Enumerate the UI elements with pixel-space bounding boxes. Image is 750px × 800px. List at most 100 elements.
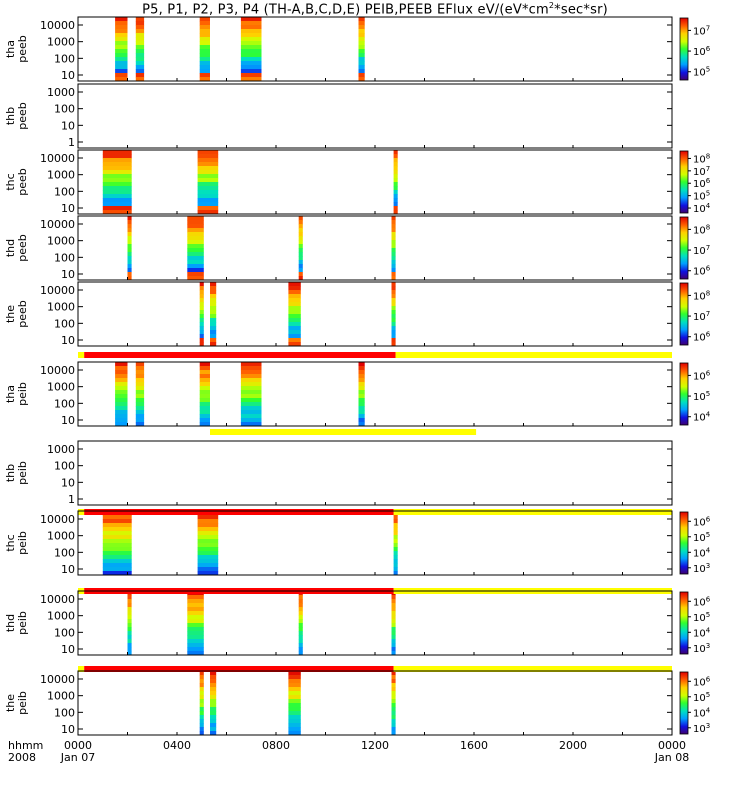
y-tick-label: 1000 (47, 235, 75, 248)
spectrogram-cell (199, 390, 210, 395)
spectrogram-cell (298, 264, 303, 269)
spectrogram-cell (199, 687, 204, 692)
spectrogram-cell (127, 607, 132, 612)
spectrogram-cell (115, 362, 128, 367)
y-axis-label: peib (16, 461, 29, 485)
spectrogram-cell (197, 202, 219, 207)
spectrogram-cell (127, 264, 132, 269)
spectrogram-cell (127, 603, 132, 608)
y-tick-label: 1000 (47, 530, 75, 543)
spectrogram-cell (102, 559, 132, 564)
y-tick-label: 100 (54, 397, 75, 410)
spectrogram-cell (298, 228, 303, 233)
spectrogram-cell (135, 53, 145, 58)
y-axis-label: peeb (16, 300, 29, 328)
spectrogram-cell (358, 37, 365, 42)
spectrogram-cell (358, 378, 365, 383)
spectrogram-cell (135, 414, 145, 419)
mode-bar-segment (78, 509, 85, 515)
spectrogram-cell (391, 318, 396, 323)
spectrogram-cell (240, 390, 262, 395)
panel-frame (77, 440, 673, 506)
spectrogram-cell (210, 322, 217, 327)
y-axis-label: peeb (16, 102, 29, 130)
spectrogram-cell (102, 555, 132, 560)
spectrogram-cell (199, 386, 210, 391)
spectrogram-cell (210, 715, 217, 720)
spectrogram-cell (391, 282, 396, 287)
spectrogram-cell (210, 719, 217, 724)
spectrogram-cell (115, 422, 128, 427)
spectrogram-cell (210, 703, 217, 708)
spectrogram-cell (135, 49, 145, 54)
spectrogram-cell (197, 162, 219, 167)
spectrogram-cell (358, 398, 365, 403)
spectrogram-cell (115, 25, 128, 30)
spectrogram-cell (135, 394, 145, 399)
spectrogram-cell (391, 643, 396, 648)
spectrogram-cell (115, 374, 128, 379)
spectrogram-cell (391, 731, 396, 736)
spectrogram-cell (240, 386, 262, 391)
spectrogram-cell (298, 603, 303, 608)
spectrogram-cell (391, 619, 396, 624)
spectrogram-cell (391, 334, 396, 339)
spectrogram-cell (288, 326, 301, 331)
spectrogram-cell (127, 599, 132, 604)
spectrogram-cell (197, 519, 219, 524)
spectrogram-cell (102, 186, 132, 191)
spectrogram-cell (240, 25, 262, 30)
spectrogram-cell (358, 414, 365, 419)
spectrogram-cell (240, 45, 262, 50)
spectrogram-cell (210, 691, 217, 696)
spectrogram-cell (393, 166, 398, 171)
colorbar (679, 362, 689, 426)
spectrogram-cell (393, 547, 398, 552)
colorbar (679, 216, 689, 280)
spectrogram-cell (115, 29, 128, 34)
spectrogram-cell (115, 410, 128, 415)
spectrogram-cell (391, 264, 396, 269)
spectrogram-cell (210, 310, 217, 315)
colorbar-tick-label: 106 (693, 369, 711, 382)
colorbar-tick-label: 108 (693, 152, 710, 165)
spectrogram-cell (210, 318, 217, 323)
colorbar-tick-label: 105 (693, 190, 710, 203)
spectrogram-cell (288, 282, 301, 287)
spectrogram-cell (298, 248, 303, 253)
spectrogram-cell (240, 21, 262, 26)
spectrogram-cell (391, 647, 396, 652)
spectrogram-cell (197, 527, 219, 532)
y-axis-label: thb (4, 107, 17, 125)
spectrogram-cell (288, 703, 301, 708)
spectrogram-cell (199, 306, 204, 311)
spectrogram-cell (393, 178, 398, 183)
spectrogram-cell (288, 715, 301, 720)
spectrogram-cell (391, 719, 396, 724)
spectrogram-cell (288, 727, 301, 732)
spectrogram-cell (391, 314, 396, 319)
panel-frame (77, 510, 673, 576)
spectrogram-cell (127, 643, 132, 648)
spectrogram-cell (288, 707, 301, 712)
colorbar-tick-label: 106 (693, 331, 711, 344)
spectrogram-cell (199, 326, 204, 331)
spectrogram-cell (391, 306, 396, 311)
spectrogram-cell (102, 571, 132, 576)
spectrogram-cell (391, 260, 396, 265)
spectrogram-cell (393, 543, 398, 548)
spectrogram-cell (240, 57, 262, 62)
spectrogram-cell (197, 515, 219, 520)
spectrogram-cell (135, 57, 145, 62)
spectrogram-cell (298, 611, 303, 616)
spectrogram-cell (199, 17, 210, 22)
spectrogram-cell (187, 627, 204, 632)
panel-frame (77, 149, 673, 215)
spectrogram-cell (393, 190, 398, 195)
spectrogram-cell (135, 378, 145, 383)
spectrogram-cell (391, 639, 396, 644)
spectrogram-cell (358, 394, 365, 399)
spectrogram-cell (135, 366, 145, 371)
y-tick-label: 1000 (47, 443, 75, 456)
colorbar-tick-label: 106 (693, 177, 711, 190)
